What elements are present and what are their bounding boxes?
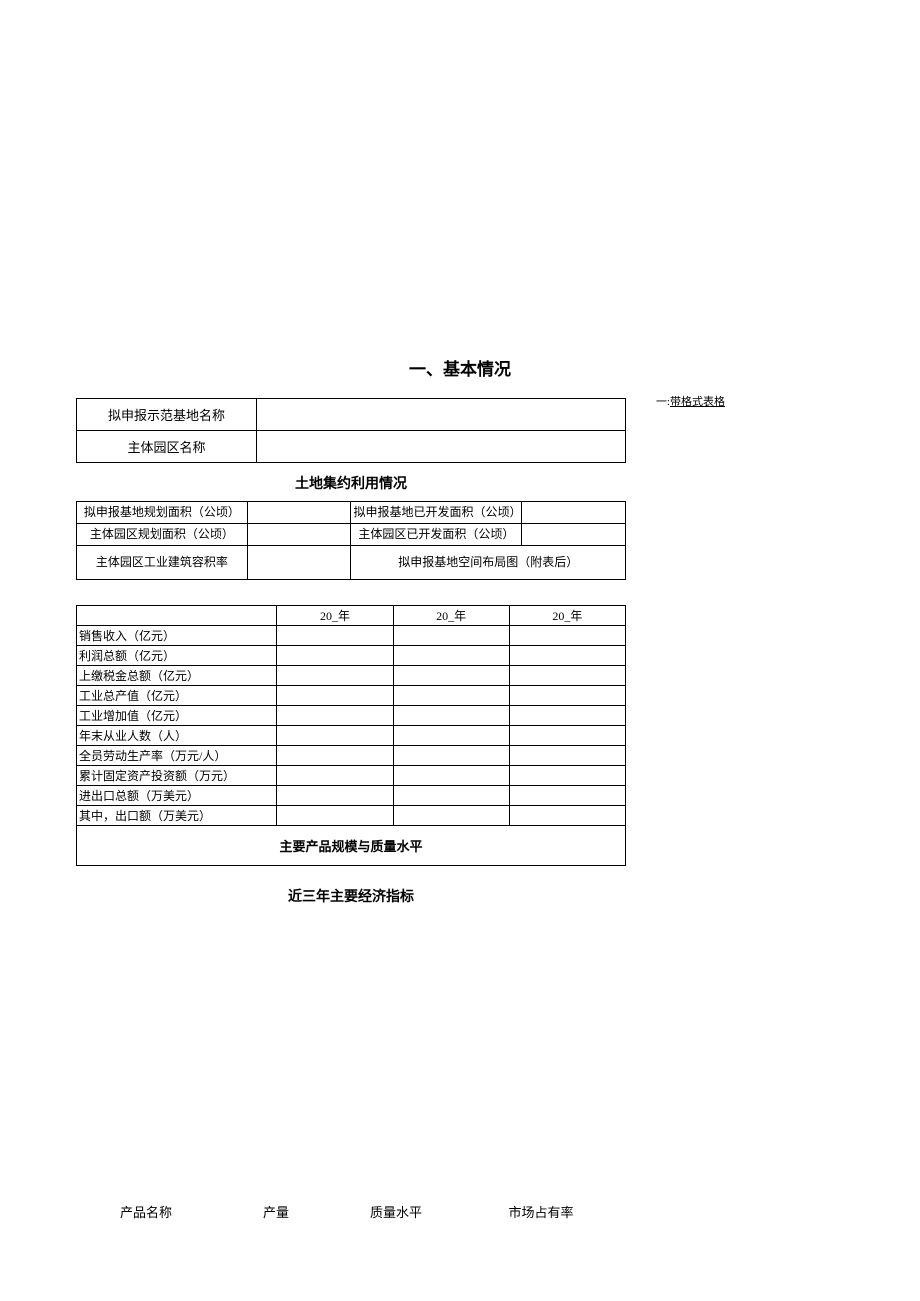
table-row: 主体园区名称 <box>77 431 626 463</box>
cell-label: 拟申报示范基地名称 <box>77 399 257 431</box>
metric-label: 上缴税金总额（亿元） <box>77 666 277 686</box>
annotation-text: 带格式表格 <box>670 396 725 408</box>
table-row: 年末从业人数（人） <box>77 726 626 746</box>
cell-value <box>393 746 509 766</box>
footer-col-product-name: 产品名称 <box>76 1202 216 1221</box>
cell-value <box>277 646 393 666</box>
table-header-row: 20_年 20_年 20_年 <box>77 606 626 626</box>
header-year: 20_年 <box>509 606 625 626</box>
cell-label: 主体园区工业建筑容积率 <box>77 546 248 580</box>
cell-value <box>509 686 625 706</box>
footer-col-quality: 质量水平 <box>336 1202 456 1221</box>
cell-value <box>257 431 626 463</box>
cell-value <box>509 706 625 726</box>
table-row: 其中，出口额（万美元） <box>77 806 626 826</box>
table-row: 拟申报基地规划面积（公顷） 拟申报基地已开发面积（公顷） <box>77 502 626 524</box>
cell-label: 拟申报基地已开发面积（公顷） <box>351 502 522 524</box>
table-footer-row: 主要产品规模与质量水平 <box>77 826 626 866</box>
format-annotation: 一:带格式表格 <box>656 393 725 409</box>
cell-value <box>257 399 626 431</box>
cell-value <box>277 746 393 766</box>
cell-value <box>277 806 393 826</box>
metric-label: 年末从业人数（人） <box>77 726 277 746</box>
cell-value <box>277 666 393 686</box>
metric-label: 销售收入（亿元） <box>77 626 277 646</box>
basic-info-table: 拟申报示范基地名称 主体园区名称 <box>76 398 626 463</box>
table-row: 拟申报示范基地名称 <box>77 399 626 431</box>
metric-label: 利润总额（亿元） <box>77 646 277 666</box>
cell-label: 主体园区名称 <box>77 431 257 463</box>
cell-value <box>277 786 393 806</box>
header-year: 20_年 <box>393 606 509 626</box>
cell-value <box>522 502 626 524</box>
metric-label: 累计固定资产投资额（万元） <box>77 766 277 786</box>
table-row: 销售收入（亿元） <box>77 626 626 646</box>
cell-value <box>393 806 509 826</box>
metric-label: 工业总产值（亿元） <box>77 686 277 706</box>
cell-value <box>247 546 351 580</box>
cell-value <box>393 646 509 666</box>
cell-label: 拟申报基地规划面积（公顷） <box>77 502 248 524</box>
cell-value <box>247 502 351 524</box>
annotation-prefix: 一: <box>656 396 670 408</box>
footer-col-output: 产量 <box>216 1202 336 1221</box>
cell-label: 主体园区已开发面积（公顷） <box>351 524 522 546</box>
metric-label: 进出口总额（万美元） <box>77 786 277 806</box>
section-title: 一、基本情况 <box>76 355 844 380</box>
cell-value <box>247 524 351 546</box>
cell-value <box>509 766 625 786</box>
page-container: 一、基本情况 一:带格式表格 拟申报示范基地名称 主体园区名称 土地集约利用情况… <box>0 0 920 1276</box>
cell-value <box>509 726 625 746</box>
cell-value <box>509 666 625 686</box>
metric-label: 其中，出口额（万美元） <box>77 806 277 826</box>
footer-col-market-share: 市场占有率 <box>456 1202 626 1221</box>
land-use-table: 拟申报基地规划面积（公顷） 拟申报基地已开发面积（公顷） 主体园区规划面积（公顷… <box>76 501 626 580</box>
cell-value <box>277 706 393 726</box>
cell-value <box>393 686 509 706</box>
cell-merged: 拟申报基地空间布局图（附表后） <box>351 546 626 580</box>
table-row: 主体园区规划面积（公顷） 主体园区已开发面积（公顷） <box>77 524 626 546</box>
cell-value <box>509 626 625 646</box>
economic-caption: 近三年主要经济指标 <box>76 886 626 906</box>
header-year: 20_年 <box>277 606 393 626</box>
table-row: 上缴税金总额（亿元） <box>77 666 626 686</box>
cell-value <box>522 524 626 546</box>
land-use-subtitle: 土地集约利用情况 <box>76 473 626 493</box>
cell-value <box>393 786 509 806</box>
product-columns-row: 产品名称 产量 质量水平 市场占有率 <box>76 1202 626 1221</box>
table-row: 主体园区工业建筑容积率 拟申报基地空间布局图（附表后） <box>77 546 626 580</box>
cell-value <box>393 706 509 726</box>
table-row: 工业增加值（亿元） <box>77 706 626 726</box>
header-blank <box>77 606 277 626</box>
cell-label: 主体园区规划面积（公顷） <box>77 524 248 546</box>
spacer <box>76 906 844 1226</box>
cell-value <box>393 766 509 786</box>
cell-value <box>277 686 393 706</box>
cell-value <box>277 726 393 746</box>
table-row: 进出口总额（万美元） <box>77 786 626 806</box>
metric-label: 工业增加值（亿元） <box>77 706 277 726</box>
cell-value <box>277 626 393 646</box>
table-row: 全员劳动生产率（万元/人） <box>77 746 626 766</box>
cell-value <box>509 806 625 826</box>
cell-value <box>393 626 509 646</box>
cell-value <box>277 766 393 786</box>
cell-value <box>393 726 509 746</box>
economic-indicators-table: 20_年 20_年 20_年 销售收入（亿元） 利润总额（亿元） 上缴税金总额（… <box>76 605 626 866</box>
cell-value <box>509 646 625 666</box>
table-row: 累计固定资产投资额（万元） <box>77 766 626 786</box>
cell-value <box>393 666 509 686</box>
metric-label: 全员劳动生产率（万元/人） <box>77 746 277 766</box>
cell-value <box>509 746 625 766</box>
table-row: 工业总产值（亿元） <box>77 686 626 706</box>
product-scale-title: 主要产品规模与质量水平 <box>77 826 626 866</box>
table-row: 利润总额（亿元） <box>77 646 626 666</box>
cell-value <box>509 786 625 806</box>
